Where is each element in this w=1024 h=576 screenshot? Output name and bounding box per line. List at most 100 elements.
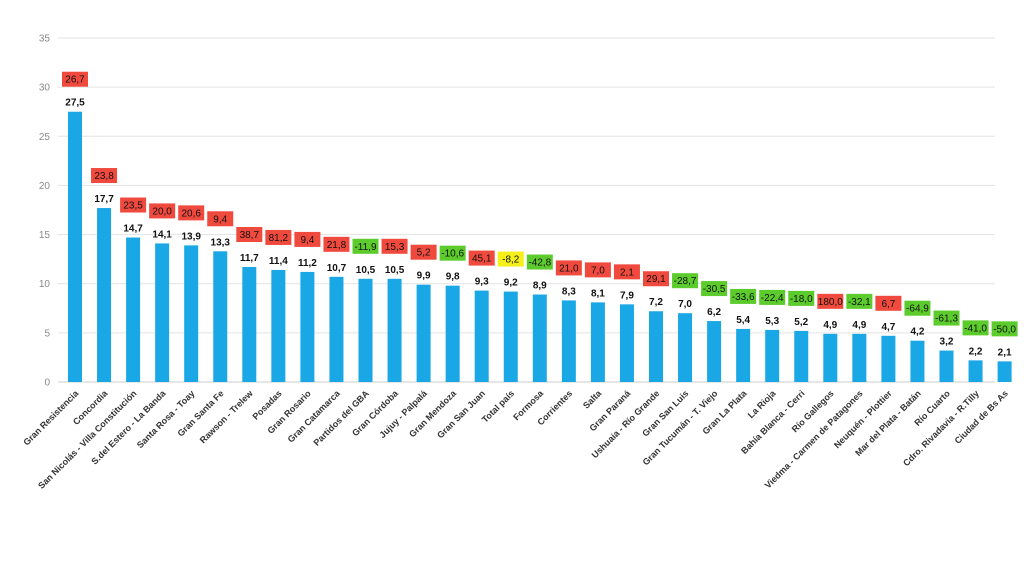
- bar: [939, 350, 954, 382]
- bar: [619, 304, 634, 382]
- value-label: 4,9: [852, 320, 866, 331]
- change-badge: 9,4: [294, 231, 321, 247]
- value-label: 8,9: [533, 281, 547, 292]
- change-badge-box: [555, 260, 582, 276]
- change-badge: 180,0: [817, 293, 844, 309]
- change-badge-box: [468, 250, 495, 266]
- bar: [358, 278, 373, 382]
- bar: [968, 360, 983, 382]
- change-badge: 23,8: [91, 168, 118, 184]
- change-badge-label: 20,6: [181, 208, 201, 219]
- value-label: 4,7: [881, 322, 895, 333]
- change-badge: -61,3: [933, 310, 960, 326]
- change-badge-label: 23,8: [94, 171, 114, 182]
- bar: [823, 333, 838, 382]
- y-tick-label: 10: [39, 279, 51, 290]
- change-badge-box: [904, 300, 931, 316]
- change-badge-label: -50,0: [993, 324, 1016, 335]
- change-badge-label: 45,1: [472, 254, 492, 265]
- bar: [503, 291, 518, 382]
- change-badge-box: [91, 168, 118, 184]
- change-badge-box: [294, 231, 321, 247]
- change-badge: 29,1: [643, 271, 669, 287]
- y-tick-label: 20: [39, 181, 51, 192]
- change-badge: 81,2: [265, 229, 292, 245]
- change-badge-label: -8,2: [502, 255, 520, 266]
- value-label: 2,2: [969, 346, 983, 357]
- category-label: Ciudad de Bs As: [953, 388, 1010, 445]
- value-label: 10,7: [327, 263, 347, 274]
- bar: [590, 302, 605, 382]
- change-badge-box: [207, 211, 234, 227]
- bar: [445, 285, 460, 382]
- value-label: 3,2: [940, 337, 954, 348]
- value-label: 5,2: [794, 317, 808, 328]
- change-badge-label: 15,3: [385, 242, 405, 253]
- change-badge: 38,7: [236, 227, 263, 243]
- bar: [678, 313, 693, 382]
- change-badge: 21,0: [555, 260, 582, 276]
- value-label: 7,0: [678, 299, 692, 310]
- change-badge-box: [817, 293, 844, 309]
- change-badge: -28,7: [672, 273, 699, 289]
- change-badge: -42,8: [526, 254, 553, 270]
- value-label: 4,2: [910, 327, 924, 338]
- bar: [242, 267, 257, 382]
- bar: [649, 311, 663, 382]
- bar: [387, 278, 402, 382]
- bar: [97, 208, 112, 382]
- change-badge: -18,0: [788, 290, 815, 306]
- category-label: Gran Catamarca: [286, 388, 343, 445]
- change-badge-label: -28,7: [674, 276, 697, 287]
- change-badge: 6,7: [875, 295, 902, 311]
- value-label: 10,5: [356, 265, 376, 276]
- value-label: 13,3: [211, 237, 231, 248]
- change-badge: 21,8: [323, 236, 350, 252]
- value-label: 9,9: [417, 271, 431, 282]
- value-label: 11,2: [298, 258, 317, 269]
- change-badges: 26,7 23,8 23,5 20,0 20,6 9,4 38,7 81,2 9,4 21,8 -1…: [62, 71, 1018, 337]
- change-badge-box: [526, 254, 553, 270]
- bar: [474, 290, 489, 382]
- value-label: 13,9: [181, 231, 201, 242]
- value-label: 8,1: [591, 288, 605, 299]
- value-label: 9,3: [475, 277, 489, 288]
- change-badge: -10,6: [439, 245, 466, 261]
- change-badge-label: -61,3: [935, 314, 958, 325]
- change-badge-box: [875, 295, 902, 311]
- change-badge-box: [991, 321, 1018, 337]
- bar: [416, 284, 431, 382]
- bar: [300, 271, 315, 382]
- value-label: 17,7: [94, 194, 114, 205]
- change-badge-label: -64,9: [906, 304, 929, 315]
- change-badge-box: [788, 290, 815, 306]
- value-label: 6,2: [707, 307, 721, 318]
- change-badge: -33,6: [730, 288, 757, 304]
- change-badge-box: [323, 236, 350, 252]
- value-label: 2,1: [998, 347, 1012, 358]
- bar: [881, 335, 896, 382]
- change-badge-label: 20,0: [152, 206, 172, 217]
- change-badge-box: [149, 203, 176, 219]
- bar: [329, 276, 344, 382]
- bar: [765, 329, 780, 382]
- change-badge-box: [643, 271, 669, 287]
- y-tick-label: 25: [39, 132, 51, 143]
- change-badge-box: [120, 197, 147, 213]
- change-badge-box: [584, 262, 611, 278]
- change-badge-box: [381, 238, 408, 254]
- change-badge-box: [759, 289, 786, 305]
- change-badge-label: 5,2: [417, 248, 431, 259]
- change-badge-box: [265, 229, 292, 245]
- change-badge-label: 38,7: [240, 230, 260, 241]
- change-badge-label: -33,6: [732, 292, 755, 303]
- change-badge-label: 2,1: [620, 267, 634, 278]
- change-badge-box: [178, 205, 205, 221]
- value-label: 9,8: [446, 272, 460, 283]
- value-label: 14,1: [152, 229, 172, 240]
- value-label: 7,2: [649, 297, 663, 308]
- change-badge-label: 7,0: [591, 265, 605, 276]
- change-badge: 45,1: [468, 250, 495, 266]
